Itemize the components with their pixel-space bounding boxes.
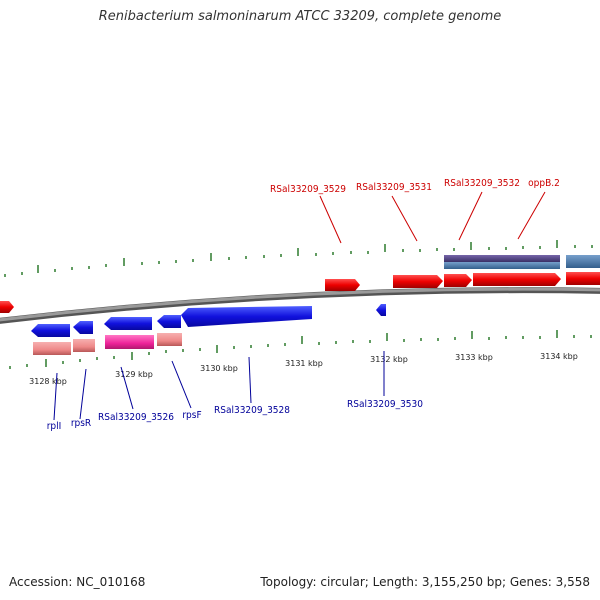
- forward-gene-labels: RSal33209_3529 RSal33209_3531 RSal33209_…: [270, 178, 560, 195]
- feature-pink-rsal33209-3526[interactable]: [105, 335, 154, 349]
- label-oppb2[interactable]: oppB.2: [528, 178, 560, 189]
- label-rsal33209-3531[interactable]: RSal33209_3531: [356, 182, 432, 193]
- gene-oppb2[interactable]: [473, 273, 561, 286]
- gene-rsal33209-3531[interactable]: [393, 275, 443, 288]
- gene-rsal33209-3529[interactable]: [325, 279, 360, 291]
- label-rsal33209-3526[interactable]: RSal33209_3526: [98, 412, 174, 423]
- scale-labels: 3128 kbp 3129 kbp 3130 kbp 3131 kbp 3132…: [29, 352, 578, 386]
- map-title: Renibacterium salmoninarum ATCC 33209, c…: [98, 9, 502, 24]
- gene-forward-right-edge[interactable]: [566, 272, 600, 285]
- reverse-leader-lines: [53, 351, 385, 421]
- forward-leader-lines: [319, 191, 546, 244]
- gene-rpsr[interactable]: [73, 321, 93, 334]
- gene-rpli[interactable]: [31, 324, 70, 337]
- scale-label-3131: 3131 kbp: [285, 359, 323, 368]
- gene-forward-left-edge[interactable]: [0, 301, 14, 313]
- genome-stats-label: Topology: circular; Length: 3,155,250 bp…: [260, 575, 590, 589]
- genome-backbone: [0, 287, 600, 324]
- feature-steel-bar[interactable]: [444, 262, 560, 269]
- gene-rpsf[interactable]: [157, 315, 181, 328]
- scale-label-3134: 3134 kbp: [540, 352, 578, 361]
- feature-salmon-rpli[interactable]: [33, 342, 71, 355]
- scale-label-3133: 3133 kbp: [455, 353, 493, 362]
- gene-rsal33209-3532[interactable]: [444, 274, 472, 287]
- forward-strand-genes: [0, 272, 600, 313]
- feature-steel-bar-right[interactable]: [566, 255, 600, 268]
- reverse-gene-labels: rplI rpsR RSal33209_3526 rpsF RSal33209_…: [47, 399, 424, 432]
- label-rsal33209-3532[interactable]: RSal33209_3532: [444, 178, 520, 189]
- label-rpsr[interactable]: rpsR: [71, 418, 91, 429]
- scale-label-3132: 3132 kbp: [370, 355, 408, 364]
- scale-label-3130: 3130 kbp: [200, 364, 238, 373]
- accession-label: Accession: NC_010168: [9, 575, 146, 589]
- label-rsal33209-3530[interactable]: RSal33209_3530: [347, 399, 423, 410]
- scale-label-3128: 3128 kbp: [29, 377, 67, 386]
- feature-track-lower: [33, 333, 182, 355]
- gene-rsal33209-3530[interactable]: [376, 304, 386, 316]
- scale-label-3129: 3129 kbp: [115, 370, 153, 379]
- label-rsal33209-3528[interactable]: RSal33209_3528: [214, 405, 290, 416]
- feature-track-upper: [444, 255, 600, 269]
- gene-rsal33209-3526[interactable]: [104, 317, 152, 330]
- label-rpsf[interactable]: rpsF: [182, 410, 201, 421]
- outer-tick-ring: [4, 240, 593, 277]
- feature-salmon-rpsr[interactable]: [73, 339, 95, 352]
- label-rpli[interactable]: rplI: [47, 421, 62, 432]
- inner-tick-ring: [9, 330, 592, 369]
- gene-rsal33209-3528[interactable]: [181, 306, 312, 327]
- feature-salmon-rpsf[interactable]: [157, 333, 182, 346]
- reverse-strand-genes: [31, 304, 386, 337]
- feature-purple-bar[interactable]: [444, 255, 560, 262]
- label-rsal33209-3529[interactable]: RSal33209_3529: [270, 184, 346, 195]
